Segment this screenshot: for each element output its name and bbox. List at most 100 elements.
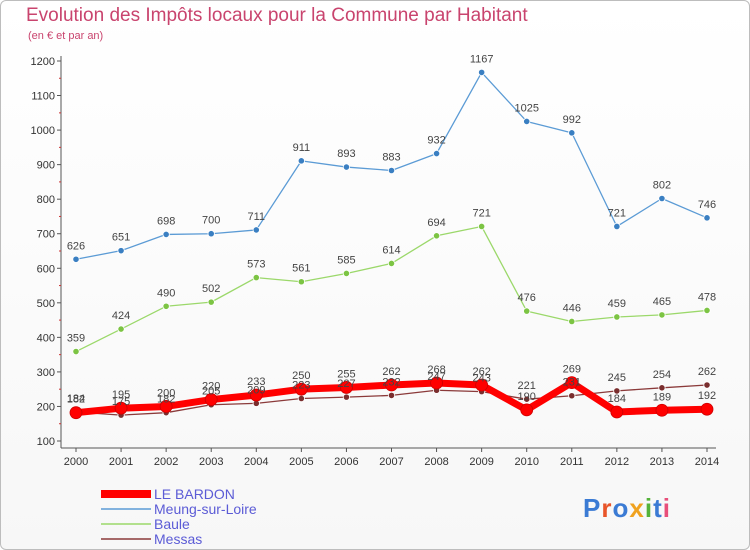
data-point [658,311,666,319]
data-point [342,393,351,401]
y-tick-label: 1200 [31,56,55,68]
data-label: 255 [337,368,355,380]
data-point [658,384,666,392]
data-point [432,232,441,240]
data-label: 245 [608,372,626,384]
data-point [523,117,531,126]
data-label: 476 [518,292,536,304]
data-point [565,376,579,390]
data-point [72,347,80,356]
data-label: 250 [292,370,310,382]
data-label: 233 [247,376,265,388]
data-point [432,149,441,158]
data-point [478,222,486,231]
x-tick-label: 2005 [289,456,313,468]
data-point [72,255,80,263]
data-label: 614 [382,244,400,256]
data-label: 585 [337,254,355,266]
x-tick-label: 2010 [514,456,538,468]
logo-letter: x [629,493,645,523]
x-tick-label: 2009 [469,456,493,468]
data-point [700,402,714,416]
x-tick-label: 2002 [154,456,178,468]
data-point [523,307,531,315]
x-tick-label: 2008 [424,456,448,468]
y-tick-label: 500 [37,298,55,310]
x-tick-label: 2014 [695,456,719,468]
data-point [297,157,305,165]
data-label: 424 [112,310,130,322]
data-label: 262 [698,366,716,378]
data-point [252,226,260,234]
data-label: 227 [337,378,355,390]
data-point [703,381,711,389]
proxiti-logo: Proxiti [583,493,671,524]
data-label: 478 [698,291,716,303]
data-label: 883 [382,152,400,164]
data-point [385,378,398,392]
y-tick-label: 1100 [31,91,55,103]
y-tick-label: 400 [37,332,55,344]
y-tick-label: 300 [37,367,55,379]
data-label: 243 [472,373,490,385]
data-label: 231 [563,377,581,389]
data-point [430,376,443,390]
data-point [207,298,215,306]
x-tick-label: 2012 [605,456,629,468]
data-point [342,163,351,171]
data-point [114,401,128,415]
data-point [207,230,215,238]
data-label: 223 [292,380,310,392]
data-label: 189 [653,391,671,403]
data-label: 209 [247,384,265,396]
data-point [340,381,353,394]
legend-label: Messas [154,531,202,547]
legend-label: Baule [154,516,190,532]
data-point [613,313,621,321]
data-point [520,403,534,417]
data-point [252,273,260,282]
data-point [249,388,263,402]
logo-letter: i [662,493,671,523]
data-label: 992 [563,114,581,126]
x-tick-label: 2001 [109,456,133,468]
data-label: 232 [382,376,400,388]
data-label: 254 [653,369,671,381]
data-point [655,403,669,417]
data-point [613,387,621,395]
data-point [658,194,666,203]
y-tick-label: 600 [37,263,55,275]
series-line-meung-sur-loire [75,71,708,260]
data-label: 269 [563,364,581,376]
logo-letter: r [601,493,613,523]
data-label: 195 [112,389,130,401]
data-point [162,302,170,310]
x-tick-label: 2011 [560,456,584,468]
data-point [523,395,531,403]
data-point [703,214,711,222]
data-label: 262 [382,366,400,378]
data-label: 220 [202,381,220,393]
data-point [294,382,308,396]
data-label: 711 [248,211,266,223]
data-label: 802 [653,179,671,191]
data-point [610,405,624,419]
data-label: 459 [608,298,626,310]
data-point [297,394,305,403]
data-label: 573 [247,259,265,271]
x-tick-label: 2000 [64,456,88,468]
logo-letter: i [644,493,654,523]
y-tick-label: 1000 [31,125,55,137]
data-point [478,68,486,77]
y-tick-label: 200 [37,401,55,413]
data-label: 490 [157,287,175,299]
logo-letter: P [583,493,602,523]
data-label: 932 [427,135,445,147]
data-label: 721 [472,207,490,219]
data-label: 651 [112,232,130,244]
data-label: 465 [653,296,671,308]
data-label: 1025 [514,102,538,114]
data-point [159,400,173,413]
data-label: 268 [427,364,445,376]
